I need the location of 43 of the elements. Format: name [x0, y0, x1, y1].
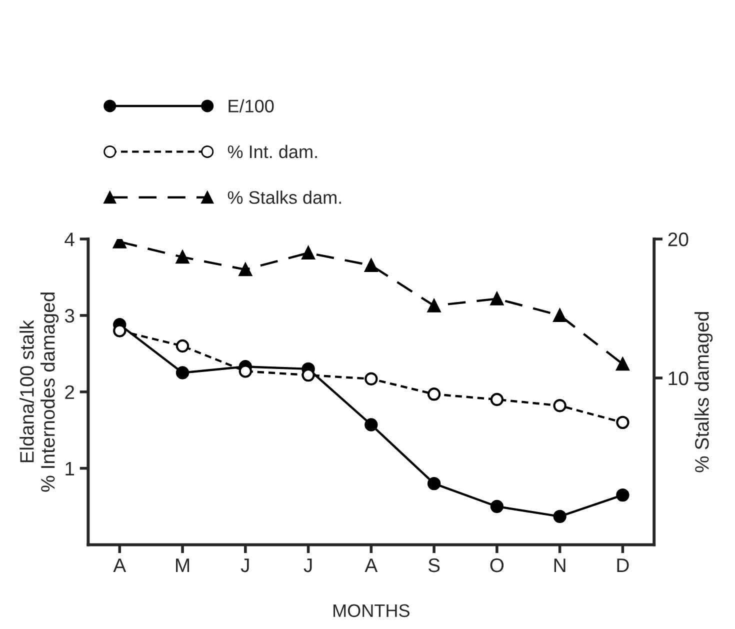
point — [490, 500, 504, 514]
point — [616, 488, 630, 502]
y-tick-label: 4 — [64, 232, 74, 246]
x-tick-label: N — [554, 558, 566, 572]
y2-axis-title: % Stalks damaged — [694, 312, 713, 472]
x-axis-title: MONTHS — [334, 604, 410, 618]
point — [238, 364, 252, 378]
x-tick-label: S — [428, 558, 440, 572]
x-tick-label: M — [176, 558, 190, 572]
point — [616, 416, 630, 430]
y-tick-label: 2 — [65, 385, 74, 399]
point — [427, 388, 441, 401]
point — [616, 357, 630, 371]
point — [553, 308, 566, 322]
point — [490, 292, 504, 306]
point — [553, 399, 566, 412]
point — [490, 392, 504, 406]
point — [176, 250, 190, 264]
legend-label: E/100 — [228, 99, 274, 112]
point — [238, 262, 252, 276]
x-tick-label: A — [364, 558, 378, 572]
legend-label: % Stalks dam. — [228, 190, 341, 204]
point — [427, 476, 441, 490]
point — [302, 246, 315, 260]
point — [553, 510, 566, 524]
point — [427, 299, 441, 312]
x-tick-label: D — [617, 558, 629, 572]
point — [364, 418, 378, 432]
y2-tick-label: 20 — [668, 232, 688, 246]
x-tick-label: J — [240, 558, 249, 572]
point — [176, 339, 190, 353]
x-tick-label: A — [113, 558, 126, 572]
legend-label: % Int. dam. — [228, 144, 317, 158]
point — [113, 324, 126, 338]
y2-tick-label: 10 — [668, 371, 688, 386]
y-tick-label: 3 — [64, 308, 74, 323]
y-axis-title: Eldana/100 stalk % Internodes damaged — [20, 292, 59, 492]
point — [364, 258, 378, 272]
point — [364, 372, 378, 386]
x-tick-label: O — [490, 558, 504, 572]
x-tick-label: J — [304, 558, 312, 572]
y-tick-label: 1 — [66, 462, 74, 476]
point — [176, 366, 190, 380]
